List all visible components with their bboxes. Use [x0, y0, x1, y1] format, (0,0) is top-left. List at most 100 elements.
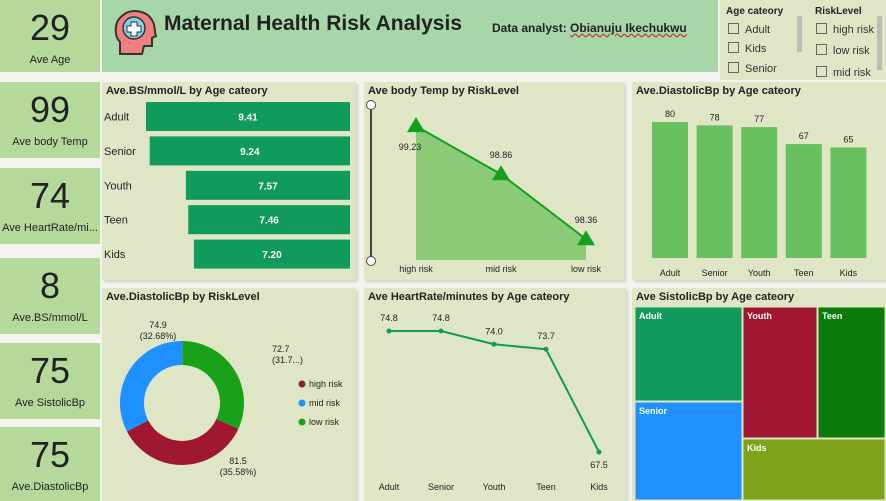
kpi-label: Ave.BS/mmol/L: [12, 312, 88, 324]
heartrate-point: [543, 346, 549, 352]
heartrate-point: [491, 341, 497, 347]
checkbox-icon[interactable]: [816, 66, 827, 77]
diastolic-x-tick-label: Teen: [794, 268, 814, 278]
diastolic-data-label: 77: [754, 114, 764, 124]
treemap-tile-label: Teen: [822, 311, 842, 321]
analyst-label: Data analyst:: [492, 21, 567, 35]
treemap-tile-label: Senior: [639, 406, 668, 416]
checkbox-icon[interactable]: [816, 23, 827, 34]
kpi-label: Ave HeartRate/mi...: [2, 222, 98, 234]
temp-x-tick-label: high risk: [399, 264, 433, 274]
chart-title: Ave.DiastolicBp by Age cateory: [636, 85, 801, 97]
option-label: high risk: [833, 24, 874, 36]
diastolic-donut-chart: 81.5(35.58%) 74.9(32.68%) 72.7(31.7...) hig…: [120, 320, 343, 477]
heartrate-data-label: 74.0: [485, 326, 503, 336]
diastolic-data-label: 65: [843, 135, 853, 145]
bs-data-label: 7.46: [259, 216, 279, 227]
heartrate-x-tick-label: Teen: [536, 482, 556, 492]
donut-value-label: 72.7: [272, 344, 290, 354]
kpi-value: 29: [29, 7, 71, 48]
diastolic-bar: [652, 122, 688, 258]
option-label: Senior: [745, 63, 777, 75]
diastolic-data-label: 67: [799, 131, 809, 141]
bs-data-label: 9.24: [240, 147, 260, 158]
page-title: Maternal Health Risk Analysis: [164, 12, 462, 35]
heartrate-point: [438, 328, 444, 334]
bs-category-label: Youth: [104, 180, 132, 192]
age-option-senior[interactable]: Senior: [728, 62, 777, 75]
risk-slicer-scrollbar[interactable]: [877, 16, 882, 70]
kpi-label: Ave.DiastolicBp: [11, 481, 89, 493]
treemap-tile-senior: [634, 401, 743, 501]
legend-label: low risk: [309, 417, 340, 427]
bs-bar-chart: Adult 9.41 Senior 9.24 Youth 7.57 Teen 7.46 Kids…: [104, 102, 350, 269]
bs-category-label: Kids: [104, 249, 126, 261]
kpi-label: Ave body Temp: [12, 136, 88, 148]
heartrate-data-label: 67.5: [590, 460, 608, 470]
age-option-kids[interactable]: Kids: [728, 42, 766, 55]
checkbox-icon[interactable]: [816, 44, 827, 55]
temp-area-chart: 99.23 high risk 98.86 mid risk 98.36 low risk: [399, 117, 602, 274]
treemap-tile-youth: [742, 306, 818, 439]
diastolic-data-label: 78: [710, 112, 720, 122]
chart-title: Ave SistolicBp by Age cateory: [636, 291, 795, 303]
treemap-tile-adult: [634, 306, 743, 402]
chart-title: Ave HeartRate/minutes by Age cateory: [368, 291, 570, 303]
option-label: low risk: [833, 45, 870, 57]
kpi-value: 75: [29, 350, 71, 391]
temp-area-fill: [416, 126, 586, 260]
kpi-value: 74: [29, 175, 71, 216]
bs-bar: [188, 205, 350, 235]
range-slider-handle-bottom[interactable]: [366, 256, 376, 266]
option-label: mid risk: [833, 67, 871, 79]
checkbox-icon[interactable]: [728, 42, 739, 53]
range-slider-track[interactable]: [370, 104, 372, 260]
treemap-tile-label: Kids: [747, 443, 767, 453]
temp-x-tick-label: low risk: [571, 264, 602, 274]
age-slicer-title: Age cateory: [726, 6, 784, 17]
analyst-credit: Data analyst: Obianuju Ikechukwu: [492, 21, 687, 35]
kpi-value: 8: [39, 265, 61, 306]
sistolic-treemap: Adult Youth Teen Senior Kids: [634, 306, 886, 501]
kpi-label: Ave Age: [29, 54, 71, 66]
heartrate-series-line: [389, 330, 600, 453]
donut-value-label: 74.9: [149, 320, 167, 330]
heartrate-data-label: 73.7: [537, 331, 555, 341]
legend-dot: [298, 380, 306, 388]
donut-slice-low-risk: [182, 341, 244, 429]
age-option-adult[interactable]: Adult: [728, 23, 770, 36]
diastolic-bar: [830, 147, 867, 258]
chart-title: Ave.BS/mmol/L by Age cateory: [106, 85, 268, 97]
temp-by-risk-panel: Ave body Temp by RiskLevel 99.23 high ris…: [364, 82, 624, 280]
heartrate-x-tick-label: Senior: [428, 482, 454, 492]
brain-head-icon: [114, 10, 158, 55]
legend-label: high risk: [309, 379, 343, 389]
checkbox-icon[interactable]: [728, 62, 739, 73]
bs-data-label: 9.41: [238, 113, 258, 124]
age-slicer-scrollbar[interactable]: [797, 16, 802, 52]
checkbox-icon[interactable]: [728, 23, 739, 34]
kpi-ave-heart-rate: 74 Ave HeartRate/mi...: [0, 168, 100, 244]
chart-title: Ave body Temp by RiskLevel: [368, 85, 519, 97]
bs-category-label: Senior: [104, 146, 136, 158]
bs-data-label: 7.57: [258, 181, 278, 192]
temp-x-tick-label: mid risk: [486, 264, 517, 274]
range-slider-handle-top[interactable]: [366, 100, 376, 110]
option-label: Kids: [745, 43, 767, 55]
heartrate-by-age-panel: Ave HeartRate/minutes by Age cateory 74.…: [364, 288, 626, 501]
heartrate-line-chart: 74.8 Adult 74.8 Senior 74.0 Youth 73.7 Teen 67.5…: [379, 313, 609, 492]
donut-value-label: 81.5: [229, 456, 247, 466]
heartrate-data-label: 74.8: [380, 313, 398, 323]
kpi-label: Ave SistolicBp: [14, 397, 86, 409]
treemap-tile-teen: [817, 306, 886, 439]
risk-option-high[interactable]: high risk: [816, 23, 874, 36]
heartrate-data-label: 74.8: [432, 313, 450, 323]
diastolic-x-tick-label: Adult: [660, 268, 681, 278]
kpi-ave-age: 29 Ave Age: [0, 0, 100, 72]
risk-option-low[interactable]: low risk: [816, 44, 870, 57]
risk-option-mid[interactable]: mid risk: [816, 66, 871, 79]
temp-data-label: 99.23: [399, 142, 422, 152]
bs-bar: [193, 239, 350, 269]
donut-percent-label: (35.58%): [220, 467, 257, 477]
analyst-name: Obianuju Ikechukwu: [570, 21, 687, 35]
